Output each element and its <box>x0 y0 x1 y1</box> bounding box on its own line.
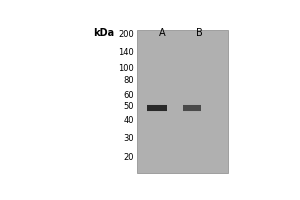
Bar <box>183 105 201 107</box>
Bar <box>147 104 167 106</box>
Text: kDa: kDa <box>93 28 114 38</box>
Bar <box>183 109 201 111</box>
Bar <box>147 107 167 108</box>
Text: 60: 60 <box>123 91 134 100</box>
Bar <box>147 109 167 111</box>
Bar <box>147 103 167 104</box>
Bar <box>183 111 201 113</box>
Bar <box>183 107 201 108</box>
Bar <box>147 110 167 112</box>
Text: 20: 20 <box>124 153 134 162</box>
Text: 80: 80 <box>123 76 134 85</box>
Bar <box>147 111 167 113</box>
Text: 200: 200 <box>118 30 134 39</box>
Text: B: B <box>196 28 202 38</box>
Bar <box>147 105 167 107</box>
Bar <box>137 30 228 173</box>
Bar <box>183 104 201 106</box>
Bar <box>147 105 167 111</box>
Bar <box>183 110 201 112</box>
Bar <box>183 105 201 111</box>
Text: 40: 40 <box>124 116 134 125</box>
Text: 140: 140 <box>118 48 134 57</box>
Bar <box>183 108 201 109</box>
Bar <box>183 103 201 104</box>
Bar <box>147 108 167 109</box>
Text: 50: 50 <box>124 102 134 111</box>
Text: A: A <box>159 28 165 38</box>
Text: 100: 100 <box>118 64 134 73</box>
Text: 30: 30 <box>123 134 134 143</box>
